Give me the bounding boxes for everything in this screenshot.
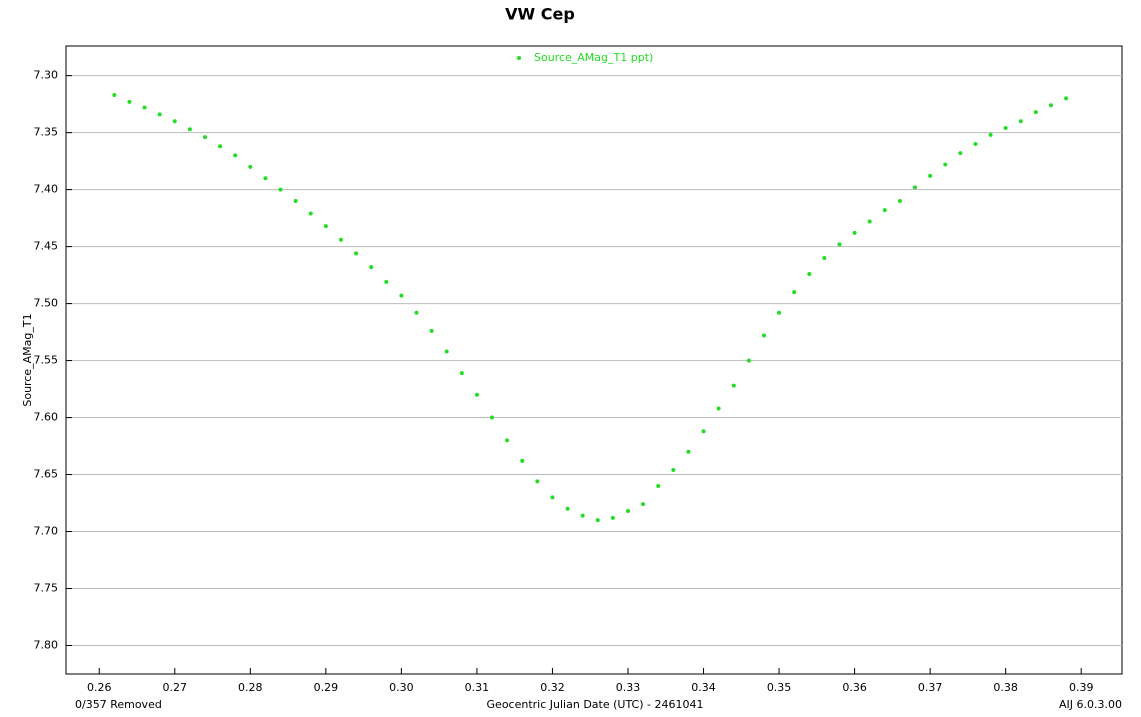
point xyxy=(943,162,948,167)
x-tick-label: 0.38 xyxy=(993,681,1018,694)
point xyxy=(716,406,721,411)
y-tick-label: 7.45 xyxy=(34,240,59,253)
point xyxy=(1048,103,1053,108)
point xyxy=(338,237,343,242)
x-tick-label: 0.39 xyxy=(1069,681,1094,694)
x-tick-label: 0.36 xyxy=(842,681,867,694)
point xyxy=(837,242,842,247)
point xyxy=(671,467,676,472)
point xyxy=(187,127,192,132)
y-tick-label: 7.55 xyxy=(34,354,59,367)
point xyxy=(867,219,872,224)
point xyxy=(293,199,298,204)
point xyxy=(1064,96,1069,101)
point xyxy=(610,515,615,520)
y-tick-label: 7.75 xyxy=(34,582,59,595)
point xyxy=(852,230,857,235)
point xyxy=(746,358,751,363)
point xyxy=(142,105,147,110)
y-tick-label: 7.70 xyxy=(34,525,59,538)
footer-right: AIJ 6.0.3.00 xyxy=(1059,698,1122,711)
point xyxy=(565,506,570,511)
point xyxy=(218,144,223,149)
x-tick-label: 0.27 xyxy=(163,681,188,694)
point xyxy=(520,458,525,463)
point xyxy=(202,135,207,140)
point xyxy=(777,310,782,315)
chart-title: VW Cep xyxy=(505,5,575,24)
y-tick-label: 7.50 xyxy=(34,297,59,310)
x-tick-label: 0.37 xyxy=(918,681,943,694)
legend-marker xyxy=(517,56,521,60)
point xyxy=(550,495,555,500)
point xyxy=(127,99,132,104)
point xyxy=(308,211,313,216)
point xyxy=(928,173,933,178)
point xyxy=(1018,119,1023,124)
point xyxy=(807,271,812,276)
point xyxy=(414,310,419,315)
point xyxy=(731,383,736,388)
point xyxy=(172,119,177,124)
point xyxy=(444,349,449,354)
point xyxy=(882,208,887,213)
point xyxy=(323,224,328,229)
point xyxy=(595,518,600,523)
x-tick-label: 0.29 xyxy=(314,681,339,694)
point xyxy=(459,371,464,376)
legend-label: Source_AMag_T1 ppt) xyxy=(534,51,653,64)
point xyxy=(1003,126,1008,131)
y-tick-label: 7.80 xyxy=(34,639,59,652)
point xyxy=(988,132,993,137)
y-axis-label: Source_AMag_T1 xyxy=(21,313,34,406)
point xyxy=(505,438,510,443)
y-tick-label: 7.65 xyxy=(34,468,59,481)
point xyxy=(625,509,630,514)
point xyxy=(897,199,902,204)
point xyxy=(535,479,540,484)
y-tick-label: 7.30 xyxy=(34,69,59,82)
point xyxy=(429,328,434,333)
point xyxy=(641,502,646,507)
point xyxy=(958,151,963,156)
point xyxy=(792,290,797,295)
point xyxy=(822,255,827,260)
point xyxy=(1033,110,1038,115)
point xyxy=(913,185,918,190)
point xyxy=(686,449,691,454)
point xyxy=(580,513,585,518)
point xyxy=(656,483,661,488)
point xyxy=(474,392,479,397)
point xyxy=(701,429,706,434)
point xyxy=(157,112,162,117)
y-tick-label: 7.35 xyxy=(34,126,59,139)
x-tick-label: 0.28 xyxy=(238,681,263,694)
point xyxy=(761,333,766,338)
y-tick-label: 7.60 xyxy=(34,411,59,424)
x-tick-label: 0.31 xyxy=(465,681,490,694)
point xyxy=(248,164,253,169)
x-tick-label: 0.34 xyxy=(691,681,716,694)
point xyxy=(399,293,404,298)
point xyxy=(233,153,238,158)
point xyxy=(278,187,283,192)
point xyxy=(384,279,389,284)
y-tick-label: 7.40 xyxy=(34,183,59,196)
point xyxy=(490,415,495,420)
x-tick-label: 0.32 xyxy=(540,681,565,694)
point xyxy=(112,93,117,98)
x-tick-label: 0.33 xyxy=(616,681,641,694)
footer-left: 0/357 Removed xyxy=(75,698,162,711)
point xyxy=(973,142,978,147)
point xyxy=(263,176,268,181)
x-tick-label: 0.30 xyxy=(389,681,414,694)
x-tick-label: 0.35 xyxy=(767,681,792,694)
plot-frame xyxy=(65,45,1123,675)
point xyxy=(369,265,374,270)
point xyxy=(354,251,359,256)
x-axis-label: Geocentric Julian Date (UTC) - 2461041 xyxy=(487,698,704,711)
x-tick-label: 0.26 xyxy=(87,681,112,694)
